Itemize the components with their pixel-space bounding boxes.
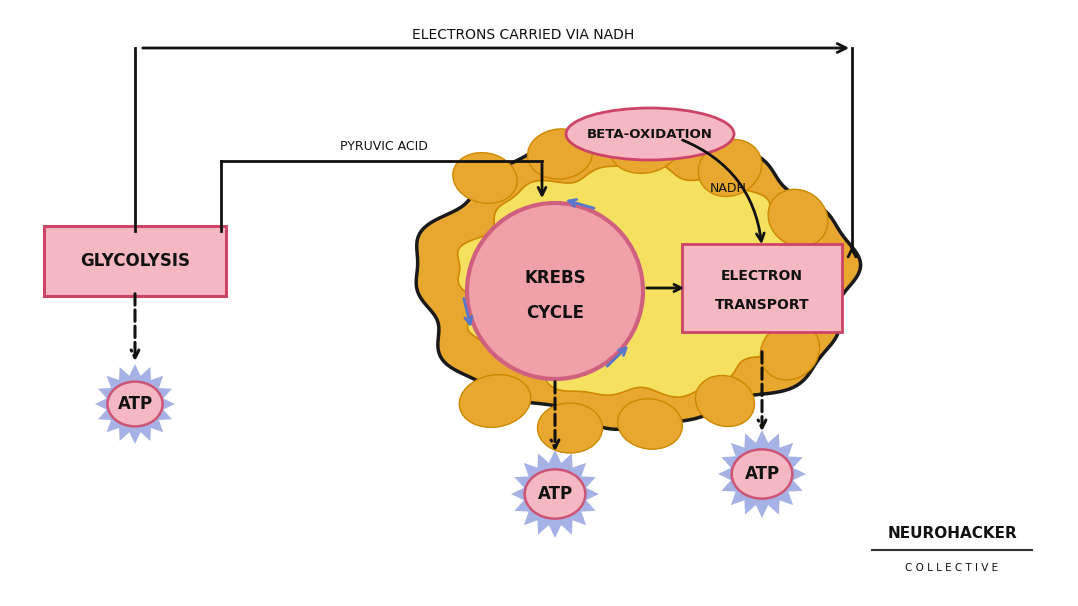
Polygon shape bbox=[458, 162, 817, 397]
Text: NEUROHACKER: NEUROHACKER bbox=[887, 527, 1017, 542]
Ellipse shape bbox=[538, 403, 603, 453]
Text: CYCLE: CYCLE bbox=[526, 304, 584, 322]
Ellipse shape bbox=[453, 153, 517, 204]
Text: ATP: ATP bbox=[745, 465, 779, 483]
FancyBboxPatch shape bbox=[682, 244, 842, 332]
Text: GLYCOLYSIS: GLYCOLYSIS bbox=[80, 252, 190, 270]
Ellipse shape bbox=[108, 382, 163, 427]
Text: TRANSPORT: TRANSPORT bbox=[715, 298, 810, 312]
Ellipse shape bbox=[525, 470, 585, 519]
Ellipse shape bbox=[459, 375, 530, 427]
Ellipse shape bbox=[732, 450, 792, 499]
Text: C O L L E C T I V E: C O L L E C T I V E bbox=[906, 563, 998, 573]
Text: NADH: NADH bbox=[710, 182, 747, 195]
Polygon shape bbox=[95, 364, 175, 444]
Ellipse shape bbox=[610, 122, 680, 173]
Ellipse shape bbox=[760, 322, 819, 380]
Ellipse shape bbox=[769, 189, 828, 247]
Ellipse shape bbox=[618, 399, 682, 449]
Polygon shape bbox=[511, 450, 599, 538]
Text: KREBS: KREBS bbox=[524, 269, 585, 287]
Polygon shape bbox=[718, 430, 806, 518]
Ellipse shape bbox=[467, 203, 642, 379]
Text: ATP: ATP bbox=[118, 395, 153, 413]
Text: ATP: ATP bbox=[538, 485, 572, 503]
Polygon shape bbox=[416, 140, 860, 429]
Text: PYRUVIC ACID: PYRUVIC ACID bbox=[340, 139, 428, 153]
Text: BETA-OXIDATION: BETA-OXIDATION bbox=[588, 127, 713, 141]
Ellipse shape bbox=[566, 108, 734, 160]
Ellipse shape bbox=[699, 139, 762, 196]
Ellipse shape bbox=[527, 129, 593, 179]
Ellipse shape bbox=[695, 376, 755, 427]
Text: ELECTRONS CARRIED VIA NADH: ELECTRONS CARRIED VIA NADH bbox=[413, 28, 635, 42]
Text: ELECTRON: ELECTRON bbox=[721, 269, 803, 283]
FancyBboxPatch shape bbox=[44, 226, 226, 296]
